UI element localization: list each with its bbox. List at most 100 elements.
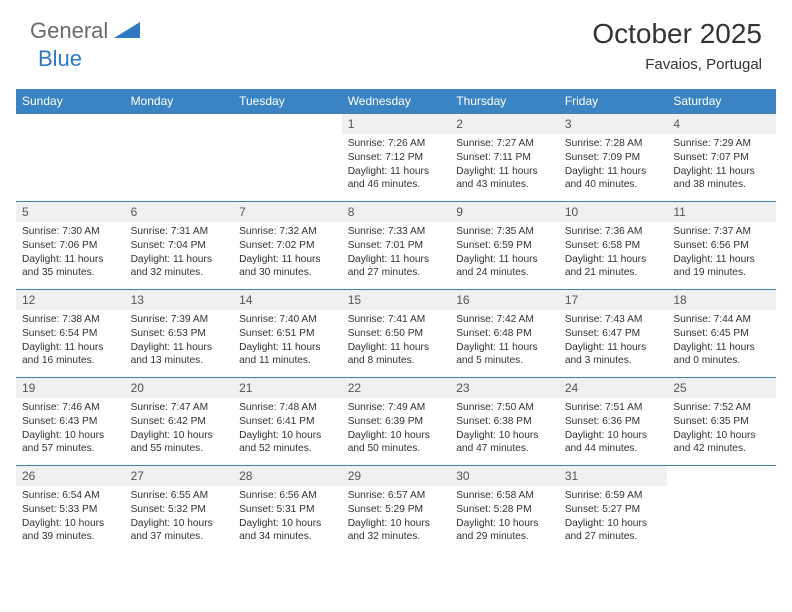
daylight-text-2: and 43 minutes. <box>456 178 553 192</box>
sunset-text: Sunset: 7:11 PM <box>456 151 553 165</box>
day-number: 17 <box>559 290 668 310</box>
calendar-cell: 10Sunrise: 7:36 AMSunset: 6:58 PMDayligh… <box>559 202 668 290</box>
day-number: 2 <box>450 114 559 134</box>
calendar-cell: 31Sunrise: 6:59 AMSunset: 5:27 PMDayligh… <box>559 466 668 554</box>
day-number: 13 <box>125 290 234 310</box>
daylight-text-1: Daylight: 11 hours <box>673 341 770 355</box>
sunset-text: Sunset: 6:47 PM <box>565 327 662 341</box>
daylight-text-1: Daylight: 11 hours <box>348 165 445 179</box>
calendar-cell: 25Sunrise: 7:52 AMSunset: 6:35 PMDayligh… <box>667 378 776 466</box>
sunset-text: Sunset: 5:33 PM <box>22 503 119 517</box>
calendar-cell: 3Sunrise: 7:28 AMSunset: 7:09 PMDaylight… <box>559 114 668 202</box>
day-number: 14 <box>233 290 342 310</box>
calendar-cell: 13Sunrise: 7:39 AMSunset: 6:53 PMDayligh… <box>125 290 234 378</box>
sunrise-text: Sunrise: 6:54 AM <box>22 489 119 503</box>
day-number: 15 <box>342 290 451 310</box>
sunrise-text: Sunrise: 7:28 AM <box>565 137 662 151</box>
calendar-row: 12Sunrise: 7:38 AMSunset: 6:54 PMDayligh… <box>16 290 776 378</box>
calendar-cell: 8Sunrise: 7:33 AMSunset: 7:01 PMDaylight… <box>342 202 451 290</box>
day-details: Sunrise: 7:42 AMSunset: 6:48 PMDaylight:… <box>450 310 559 372</box>
sunrise-text: Sunrise: 7:26 AM <box>348 137 445 151</box>
sunrise-text: Sunrise: 7:32 AM <box>239 225 336 239</box>
daylight-text-2: and 3 minutes. <box>565 354 662 368</box>
day-number: 25 <box>667 378 776 398</box>
day-details: Sunrise: 7:36 AMSunset: 6:58 PMDaylight:… <box>559 222 668 284</box>
calendar-cell: 28Sunrise: 6:56 AMSunset: 5:31 PMDayligh… <box>233 466 342 554</box>
day-details: Sunrise: 6:55 AMSunset: 5:32 PMDaylight:… <box>125 486 234 548</box>
sunrise-text: Sunrise: 7:39 AM <box>131 313 228 327</box>
daylight-text-2: and 29 minutes. <box>456 530 553 544</box>
sunset-text: Sunset: 6:36 PM <box>565 415 662 429</box>
calendar-cell: 4Sunrise: 7:29 AMSunset: 7:07 PMDaylight… <box>667 114 776 202</box>
sunset-text: Sunset: 6:42 PM <box>131 415 228 429</box>
daylight-text-2: and 47 minutes. <box>456 442 553 456</box>
calendar-header-row: Sunday Monday Tuesday Wednesday Thursday… <box>16 89 776 114</box>
daylight-text-1: Daylight: 10 hours <box>22 429 119 443</box>
daylight-text-1: Daylight: 10 hours <box>239 517 336 531</box>
day-number: 16 <box>450 290 559 310</box>
sunrise-text: Sunrise: 7:30 AM <box>22 225 119 239</box>
sunrise-text: Sunrise: 7:44 AM <box>673 313 770 327</box>
day-details: Sunrise: 6:54 AMSunset: 5:33 PMDaylight:… <box>16 486 125 548</box>
sunrise-text: Sunrise: 7:35 AM <box>456 225 553 239</box>
calendar-cell: 29Sunrise: 6:57 AMSunset: 5:29 PMDayligh… <box>342 466 451 554</box>
sunrise-text: Sunrise: 7:46 AM <box>22 401 119 415</box>
calendar-cell: 12Sunrise: 7:38 AMSunset: 6:54 PMDayligh… <box>16 290 125 378</box>
daylight-text-1: Daylight: 11 hours <box>456 341 553 355</box>
day-details: Sunrise: 7:35 AMSunset: 6:59 PMDaylight:… <box>450 222 559 284</box>
daylight-text-1: Daylight: 10 hours <box>673 429 770 443</box>
sunset-text: Sunset: 6:58 PM <box>565 239 662 253</box>
calendar-cell: 30Sunrise: 6:58 AMSunset: 5:28 PMDayligh… <box>450 466 559 554</box>
sunset-text: Sunset: 7:04 PM <box>131 239 228 253</box>
sunset-text: Sunset: 6:54 PM <box>22 327 119 341</box>
daylight-text-2: and 19 minutes. <box>673 266 770 280</box>
day-details: Sunrise: 6:58 AMSunset: 5:28 PMDaylight:… <box>450 486 559 548</box>
calendar-cell: 7Sunrise: 7:32 AMSunset: 7:02 PMDaylight… <box>233 202 342 290</box>
calendar-cell: 6Sunrise: 7:31 AMSunset: 7:04 PMDaylight… <box>125 202 234 290</box>
daylight-text-2: and 0 minutes. <box>673 354 770 368</box>
sunrise-text: Sunrise: 7:37 AM <box>673 225 770 239</box>
daylight-text-1: Daylight: 10 hours <box>565 517 662 531</box>
daylight-text-1: Daylight: 11 hours <box>348 341 445 355</box>
day-number: 8 <box>342 202 451 222</box>
weekday-header: Sunday <box>16 89 125 114</box>
brand-text-blue: Blue <box>38 46 82 72</box>
sunrise-text: Sunrise: 6:55 AM <box>131 489 228 503</box>
day-number: 28 <box>233 466 342 486</box>
daylight-text-2: and 30 minutes. <box>239 266 336 280</box>
daylight-text-2: and 16 minutes. <box>22 354 119 368</box>
daylight-text-2: and 5 minutes. <box>456 354 553 368</box>
sunset-text: Sunset: 7:12 PM <box>348 151 445 165</box>
sunset-text: Sunset: 7:07 PM <box>673 151 770 165</box>
day-number: 21 <box>233 378 342 398</box>
day-number: 3 <box>559 114 668 134</box>
sunset-text: Sunset: 5:28 PM <box>456 503 553 517</box>
daylight-text-1: Daylight: 10 hours <box>456 429 553 443</box>
daylight-text-2: and 8 minutes. <box>348 354 445 368</box>
sunset-text: Sunset: 6:51 PM <box>239 327 336 341</box>
daylight-text-1: Daylight: 10 hours <box>565 429 662 443</box>
sunrise-text: Sunrise: 7:27 AM <box>456 137 553 151</box>
day-number: 19 <box>16 378 125 398</box>
day-details: Sunrise: 7:26 AMSunset: 7:12 PMDaylight:… <box>342 134 451 196</box>
daylight-text-1: Daylight: 11 hours <box>565 253 662 267</box>
daylight-text-1: Daylight: 11 hours <box>456 165 553 179</box>
weekday-header: Friday <box>559 89 668 114</box>
day-number: 31 <box>559 466 668 486</box>
brand-logo: General <box>30 18 142 44</box>
calendar-row: 26Sunrise: 6:54 AMSunset: 5:33 PMDayligh… <box>16 466 776 554</box>
daylight-text-2: and 57 minutes. <box>22 442 119 456</box>
calendar-cell: 16Sunrise: 7:42 AMSunset: 6:48 PMDayligh… <box>450 290 559 378</box>
calendar-cell: 23Sunrise: 7:50 AMSunset: 6:38 PMDayligh… <box>450 378 559 466</box>
day-details: Sunrise: 7:31 AMSunset: 7:04 PMDaylight:… <box>125 222 234 284</box>
title-block: October 2025 Favaios, Portugal <box>592 18 762 73</box>
sunrise-text: Sunrise: 7:50 AM <box>456 401 553 415</box>
sunrise-text: Sunrise: 7:33 AM <box>348 225 445 239</box>
daylight-text-1: Daylight: 11 hours <box>131 253 228 267</box>
daylight-text-2: and 37 minutes. <box>131 530 228 544</box>
day-details: Sunrise: 7:48 AMSunset: 6:41 PMDaylight:… <box>233 398 342 460</box>
daylight-text-1: Daylight: 11 hours <box>22 341 119 355</box>
calendar-cell: 17Sunrise: 7:43 AMSunset: 6:47 PMDayligh… <box>559 290 668 378</box>
calendar-cell: 5Sunrise: 7:30 AMSunset: 7:06 PMDaylight… <box>16 202 125 290</box>
sunrise-text: Sunrise: 7:41 AM <box>348 313 445 327</box>
